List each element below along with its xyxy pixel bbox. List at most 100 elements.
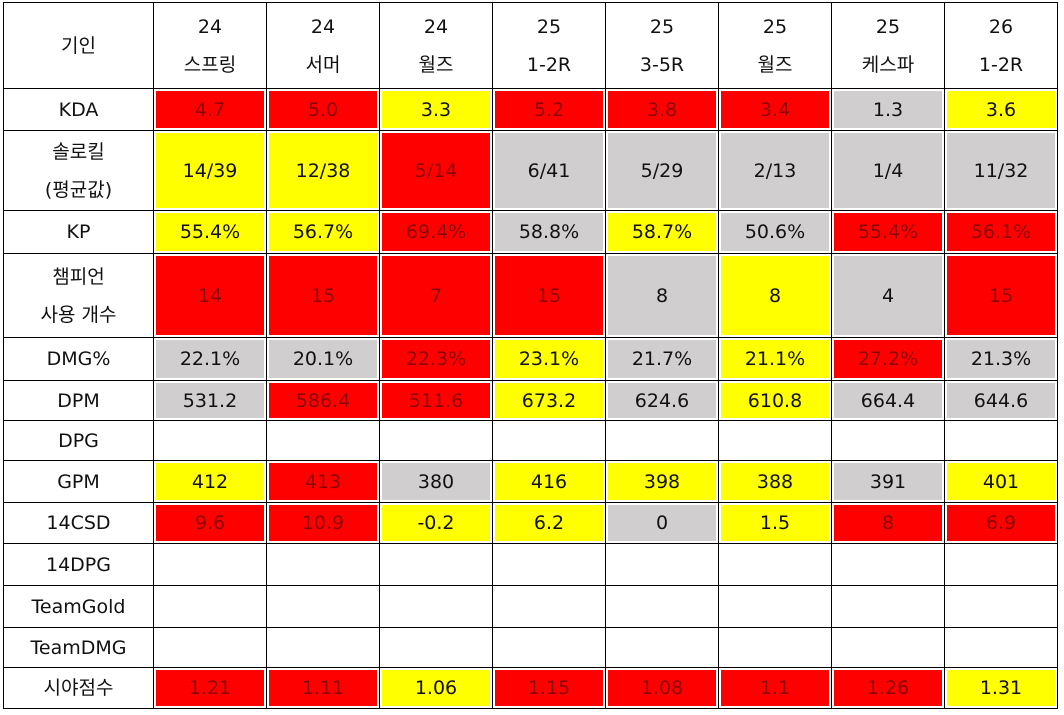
row-label: DMG% xyxy=(3,337,154,381)
data-cell xyxy=(492,543,606,586)
cell-line: 24 xyxy=(423,15,449,38)
data-cell: 11/32 xyxy=(944,130,1058,211)
data-row: 시야점수 1.21 1.11 1.06 1.15 1.08 1.1 1.26 1.31 xyxy=(3,667,1058,709)
data-cell: 1.06 xyxy=(379,667,493,709)
data-cell: 9.6 xyxy=(153,502,267,544)
data-cell: 15 xyxy=(944,253,1058,338)
data-cell xyxy=(718,585,832,628)
data-cell: 21.3% xyxy=(944,337,1058,381)
data-cell: 1.1 xyxy=(718,667,832,709)
data-cell xyxy=(944,543,1058,586)
row-label: DPG xyxy=(3,420,154,461)
data-cell xyxy=(266,627,380,668)
data-cell: 511.6 xyxy=(379,380,493,421)
data-cell xyxy=(605,627,719,668)
data-cell: 15 xyxy=(266,253,380,338)
data-cell: 1.08 xyxy=(605,667,719,709)
cell-line: 케스파 xyxy=(861,53,915,76)
data-cell: 14/39 xyxy=(153,130,267,211)
data-cell: 56.7% xyxy=(266,210,380,254)
data-cell xyxy=(944,627,1058,668)
cell-line: 솔로킬 xyxy=(52,140,105,163)
data-cell: 1.26 xyxy=(831,667,945,709)
data-cell xyxy=(379,543,493,586)
cell-line: 24 xyxy=(310,15,336,38)
data-cell xyxy=(718,627,832,668)
data-cell: 10.9 xyxy=(266,502,380,544)
cell-line: 25 xyxy=(536,15,562,38)
data-cell: 5/14 xyxy=(379,130,493,211)
data-cell: 6/41 xyxy=(492,130,606,211)
data-cell xyxy=(831,627,945,668)
data-cell: 3.3 xyxy=(379,88,493,131)
row-label: 14DPG xyxy=(3,543,154,586)
cell-line: 챔피언 xyxy=(52,265,105,288)
cell-line: 서머 xyxy=(305,53,341,76)
data-cell: 380 xyxy=(379,460,493,503)
data-row: TeamDMG xyxy=(3,627,1058,668)
data-cell: 1.21 xyxy=(153,667,267,709)
data-cell xyxy=(605,543,719,586)
row-label: 솔로킬 (평균값) xyxy=(3,130,154,211)
data-cell xyxy=(944,585,1058,628)
column-header: 24 서머 xyxy=(266,2,380,89)
data-cell: 50.6% xyxy=(718,210,832,254)
data-cell: 531.2 xyxy=(153,380,267,421)
data-cell: 3.4 xyxy=(718,88,832,131)
cell-line: 사용 개수 xyxy=(40,303,117,326)
data-cell: 398 xyxy=(605,460,719,503)
cell-line: 스프링 xyxy=(183,53,237,76)
data-row: 챔피언 사용 개수 14 15 7 15 8 8 4 15 xyxy=(3,253,1058,338)
row-label: TeamGold xyxy=(3,585,154,628)
data-cell: -0.2 xyxy=(379,502,493,544)
data-cell: 58.8% xyxy=(492,210,606,254)
cell-line: 26 xyxy=(988,15,1014,38)
column-header: 24 스프링 xyxy=(153,2,267,89)
data-cell xyxy=(718,420,832,461)
cell-line: DMG% xyxy=(46,348,111,370)
data-cell: 8 xyxy=(605,253,719,338)
row-label: 14CSD xyxy=(3,502,154,544)
row-label: DPM xyxy=(3,380,154,421)
data-cell: 1.15 xyxy=(492,667,606,709)
cell-line: 25 xyxy=(649,15,675,38)
cell-line: 시야점수 xyxy=(43,677,114,699)
cell-line: 25 xyxy=(875,15,901,38)
data-cell: 412 xyxy=(153,460,267,503)
row-label: KDA xyxy=(3,88,154,131)
data-cell: 416 xyxy=(492,460,606,503)
data-cell xyxy=(831,585,945,628)
data-cell: 5.0 xyxy=(266,88,380,131)
column-header: 25 월즈 xyxy=(718,2,832,89)
cell-line: KDA xyxy=(58,98,99,121)
data-row: DPM 531.2 586.4 511.6 673.2 624.6 610.8 664.4 64… xyxy=(3,380,1058,421)
data-cell: 401 xyxy=(944,460,1058,503)
data-cell: 8 xyxy=(718,253,832,338)
data-cell: 22.3% xyxy=(379,337,493,381)
data-cell xyxy=(379,627,493,668)
data-cell: 3.6 xyxy=(944,88,1058,131)
data-cell xyxy=(153,627,267,668)
data-cell: 15 xyxy=(492,253,606,338)
data-cell: 1/4 xyxy=(831,130,945,211)
data-cell: 12/38 xyxy=(266,130,380,211)
data-row: KDA 4.7 5.0 3.3 5.2 3.8 3.4 1.3 3.6 xyxy=(3,88,1058,131)
cell-line: 14CSD xyxy=(46,512,111,534)
data-cell: 1.5 xyxy=(718,502,832,544)
data-cell: 4 xyxy=(831,253,945,338)
corner-cell: 기인 xyxy=(3,2,154,89)
data-cell: 586.4 xyxy=(266,380,380,421)
column-header: 26 1-2R xyxy=(944,2,1058,89)
cell-line: 14DPG xyxy=(46,553,111,576)
data-cell: 20.1% xyxy=(266,337,380,381)
cell-line: 월즈 xyxy=(757,53,793,76)
header-row: 기인 24 스프링 24 서머 24 월즈 25 1-2R 25 3-5R 25 월즈 25 케스파 26 1-… xyxy=(3,2,1058,89)
cell-line: KP xyxy=(66,221,91,243)
data-cell: 1.11 xyxy=(266,667,380,709)
data-cell xyxy=(831,543,945,586)
data-cell xyxy=(153,420,267,461)
data-cell: 55.4% xyxy=(153,210,267,254)
data-cell xyxy=(153,585,267,628)
